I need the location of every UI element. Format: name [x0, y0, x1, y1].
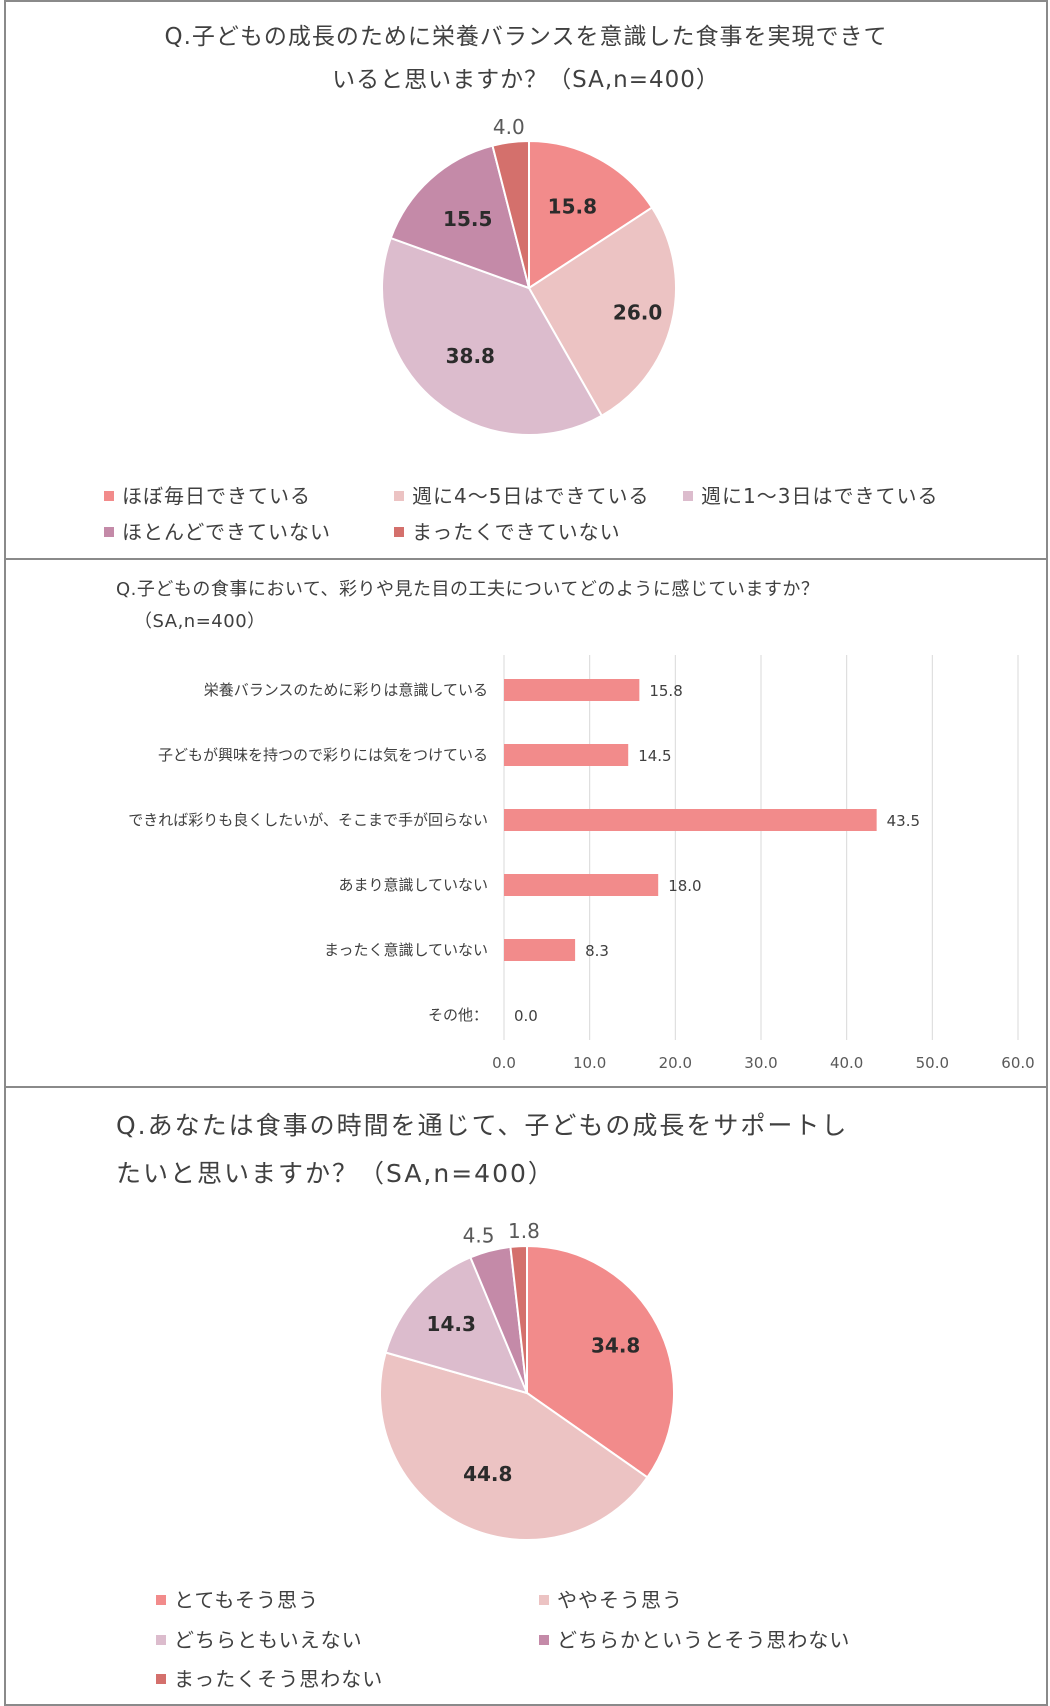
chart-title: Q.あなたは食事の時間を通じて、子どもの成長をサポートし たいと思いますか？（S…: [116, 1102, 1046, 1198]
category-label: まったく意識していない: [324, 941, 488, 959]
data-label: 26.0: [613, 301, 662, 325]
legend-item: 週に1～3日はできている: [683, 480, 938, 509]
data-label: 15.8: [649, 682, 682, 700]
legend-item: 週に4～5日はできている: [394, 480, 649, 509]
x-tick-label: 0.0: [492, 1054, 516, 1072]
pie-chart: 34.8 44.8 14.3 4.5 1.8: [379, 1219, 675, 1541]
data-label: 38.8: [446, 344, 495, 368]
legend-swatch: [394, 526, 404, 537]
legend-item: まったくできていない: [394, 516, 621, 545]
chart-panel-nutrition: Q.子どもの成長のために栄養バランスを意識した食事を実現できて いると思いますか…: [4, 0, 1048, 560]
x-tick-label: 20.0: [659, 1054, 692, 1072]
pie-slice: [384, 1256, 529, 1395]
bar-chart: 0.0 10.0 20.0 30.0 40.0 50.0 60.0 15.8 栄養バランスのため…: [128, 655, 1035, 1072]
category-label: 栄養バランスのために彩りは意識している: [204, 681, 488, 699]
pie-slice: [509, 1244, 528, 1394]
legend-label: ほぼ毎日できている: [122, 484, 311, 508]
legend-label: まったくそう思わない: [174, 1667, 384, 1691]
x-tick-label: 50.0: [916, 1054, 949, 1072]
x-tick-label: 10.0: [573, 1054, 606, 1072]
data-label: 15.5: [443, 207, 492, 231]
category-label: できれば彩りも良くしたいが、そこまで手が回らない: [128, 811, 488, 829]
legend-swatch: [539, 1594, 549, 1605]
data-label: 4.0: [493, 115, 525, 139]
pie-slice: [491, 139, 530, 289]
x-tick-label: 40.0: [830, 1054, 863, 1072]
category-label: あまり意識していない: [338, 876, 488, 894]
chart-title-line2: いると思いますか？（SA,n=400）: [332, 67, 720, 93]
legend-swatch: [394, 490, 404, 501]
legend-item: まったくそう思わない: [156, 1663, 383, 1692]
pie-slice: [379, 1351, 649, 1541]
data-label: 43.5: [887, 812, 920, 830]
legend-label: どちらかというとそう思わない: [557, 1628, 851, 1652]
data-label: 34.8: [591, 1333, 640, 1357]
x-tick-label: 60.0: [1001, 1054, 1034, 1072]
data-label: 18.0: [668, 877, 701, 895]
bar: [504, 939, 576, 961]
legend-label: ややそう思う: [557, 1588, 683, 1612]
data-label: 8.3: [585, 942, 609, 960]
legend-swatch: [156, 1594, 166, 1605]
x-tick-label: 30.0: [744, 1054, 777, 1072]
chart-title-line1: Q.子どもの食事において、彩りや見た目の工夫についてどのように感じていますか？: [116, 579, 820, 600]
pie-slice: [528, 139, 654, 290]
legend-swatch: [104, 526, 114, 537]
legend-item: どちらかというとそう思わない: [539, 1624, 850, 1653]
data-label: 14.3: [427, 1312, 476, 1336]
legend-item: どちらともいえない: [156, 1624, 363, 1653]
chart-title-line1: Q.あなたは食事の時間を通じて、子どもの成長をサポートし: [116, 1111, 849, 1140]
category-label: その他：: [428, 1006, 488, 1024]
chart-title-line2: （SA,n=400）: [134, 611, 266, 632]
bar: [504, 679, 640, 701]
legend-label: 週に4～5日はできている: [412, 484, 650, 508]
bar: [504, 874, 659, 896]
data-label: 4.5: [463, 1224, 495, 1248]
legend-label: どちらともいえない: [174, 1628, 363, 1652]
chart-title: Q.子どもの食事において、彩りや見た目の工夫についてどのように感じていますか？ …: [116, 574, 1046, 638]
legend-label: 週に1～3日はできている: [701, 484, 939, 508]
legend-swatch: [104, 490, 114, 501]
legend-swatch: [539, 1634, 549, 1645]
data-label: 15.8: [548, 194, 597, 218]
pie-slice: [389, 144, 531, 290]
legend-label: ほとんどできていない: [122, 520, 331, 544]
legend-swatch: [156, 1673, 166, 1684]
category-label: 子どもが興味を持つので彩りには気をつけている: [158, 746, 488, 764]
pie-slice: [526, 1244, 675, 1479]
bar: [504, 809, 877, 831]
chart-title: Q.子どもの成長のために栄養バランスを意識した食事を実現できて いると思いますか…: [6, 16, 1046, 102]
legend-label: まったくできていない: [412, 520, 621, 544]
chart-panel-colors: Q.子どもの食事において、彩りや見た目の工夫についてどのように感じていますか？ …: [4, 558, 1048, 1088]
chart-panel-support: Q.あなたは食事の時間を通じて、子どもの成長をサポートし たいと思いますか？（S…: [4, 1086, 1048, 1706]
chart-title-line1: Q.子どもの成長のために栄養バランスを意識した食事を実現できて: [164, 24, 888, 50]
data-label: 14.5: [638, 747, 671, 765]
pie-slice: [381, 236, 604, 436]
legend-item: ほとんどできていない: [104, 516, 331, 545]
legend-item: とてもそう思う: [156, 1584, 319, 1613]
legend-swatch: [683, 490, 693, 501]
chart-title-line2: たいと思いますか？（SA,n=400）: [116, 1159, 555, 1188]
bar: [504, 744, 629, 766]
legend-item: ほぼ毎日できている: [104, 480, 311, 509]
data-label: 44.8: [463, 1462, 512, 1486]
legend-swatch: [156, 1634, 166, 1645]
legend-label: とてもそう思う: [174, 1588, 319, 1612]
data-label: 0.0: [514, 1007, 538, 1025]
legend-item: ややそう思う: [539, 1584, 683, 1613]
data-label: 1.8: [508, 1219, 540, 1243]
pie-slice: [527, 206, 677, 418]
pie-chart: 15.8 26.0 38.8 15.5 4.0: [381, 115, 677, 436]
